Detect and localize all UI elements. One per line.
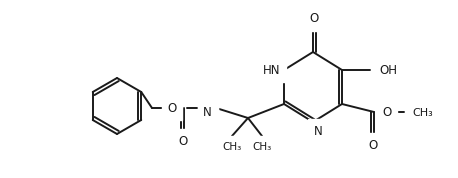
Text: O: O [178, 135, 188, 148]
Text: HN: HN [262, 64, 280, 77]
Text: CH₃: CH₃ [252, 142, 272, 152]
Text: CH₃: CH₃ [412, 108, 433, 118]
Text: N: N [203, 106, 212, 119]
Text: N: N [314, 125, 323, 138]
Text: O: O [368, 139, 378, 152]
Text: O: O [167, 101, 177, 114]
Text: OH: OH [379, 64, 397, 77]
Text: O: O [309, 12, 319, 25]
Text: H: H [204, 100, 212, 110]
Text: CH₃: CH₃ [223, 142, 242, 152]
Text: O: O [382, 106, 391, 119]
